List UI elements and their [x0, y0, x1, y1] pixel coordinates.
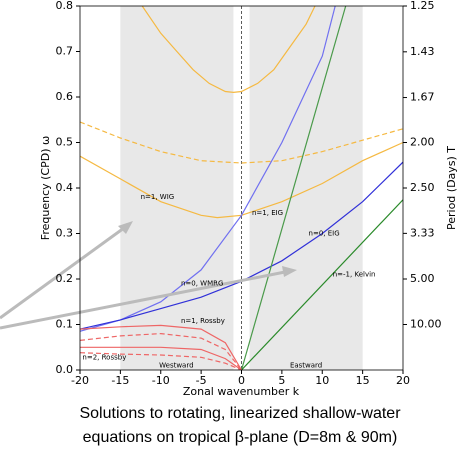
series-line	[141, 6, 316, 94]
arrow	[0, 226, 125, 320]
y-tick-label: 0.8	[56, 0, 74, 12]
y-tick-label: 0.5	[56, 136, 74, 149]
x-tick-label: -10	[152, 374, 170, 387]
annotation: Eastward	[290, 361, 322, 369]
y-tick-label: 0.0	[56, 363, 74, 376]
shaded-region	[120, 6, 234, 370]
caption: Solutions to rotating, linearized shallo…	[79, 405, 401, 422]
y-tick-label: 0.6	[56, 90, 74, 103]
series-line	[80, 324, 243, 370]
y2-tick-label: 2.00	[410, 136, 435, 149]
x-tick-label: -15	[111, 374, 129, 387]
annotation: Westward	[159, 361, 193, 369]
series-line	[80, 346, 242, 370]
y2-axis-label: Period (Days) T	[445, 146, 458, 230]
arrow-head	[118, 221, 133, 234]
y2-tick-label: 2.50	[410, 181, 435, 194]
y-tick-label: 0.1	[56, 318, 74, 331]
annotation: n=1, WIG	[141, 193, 175, 201]
y-tick-label: 0.3	[56, 227, 74, 240]
series-line	[80, 141, 403, 219]
arrow-head	[282, 266, 297, 277]
arrow	[0, 270, 286, 330]
annotation: n=-1, Kelvin	[333, 270, 376, 278]
y-tick-label: 0.4	[56, 181, 74, 194]
series-line	[241, 199, 403, 370]
x-tick-label: 5	[278, 374, 285, 387]
x-axis-label: Zonal wavenumber k	[183, 385, 300, 398]
y2-tick-label: 1.25	[410, 0, 435, 12]
annotation: n=1, Rossby	[181, 317, 225, 325]
series-line	[80, 332, 242, 370]
annotation: n=1, EIG	[252, 209, 283, 217]
caption: equations on tropical β-plane (D=8m & 90…	[83, 429, 398, 446]
series-line	[240, 6, 347, 370]
series-line	[80, 121, 403, 164]
y2-tick-label: 5.00	[410, 272, 435, 285]
y-tick-label: 0.7	[56, 45, 74, 58]
x-tick-label: -5	[196, 374, 207, 387]
x-tick-label: 0	[238, 374, 245, 387]
plot-area	[80, 6, 403, 370]
x-tick-label: 10	[315, 374, 329, 387]
y-tick-label: 0.2	[56, 272, 74, 285]
y2-tick-label: 3.33	[410, 226, 435, 239]
annotation: n=2, Rossby	[82, 353, 126, 361]
y2-tick-label: 10.00	[410, 318, 442, 331]
series-line	[80, 6, 336, 332]
y2-tick-label: 1.43	[410, 45, 435, 58]
shaded-region	[249, 6, 363, 370]
annotation: n=0, EIG	[309, 230, 340, 238]
series-line	[80, 352, 242, 370]
x-tick-label: -20	[71, 374, 89, 387]
y-axis-label: Frequency (CPD) ω	[39, 136, 52, 240]
y2-tick-label: 1.67	[410, 91, 435, 104]
x-tick-label: 15	[356, 374, 370, 387]
x-tick-label: 20	[396, 374, 410, 387]
annotation: n=0, WMRG	[181, 280, 223, 288]
